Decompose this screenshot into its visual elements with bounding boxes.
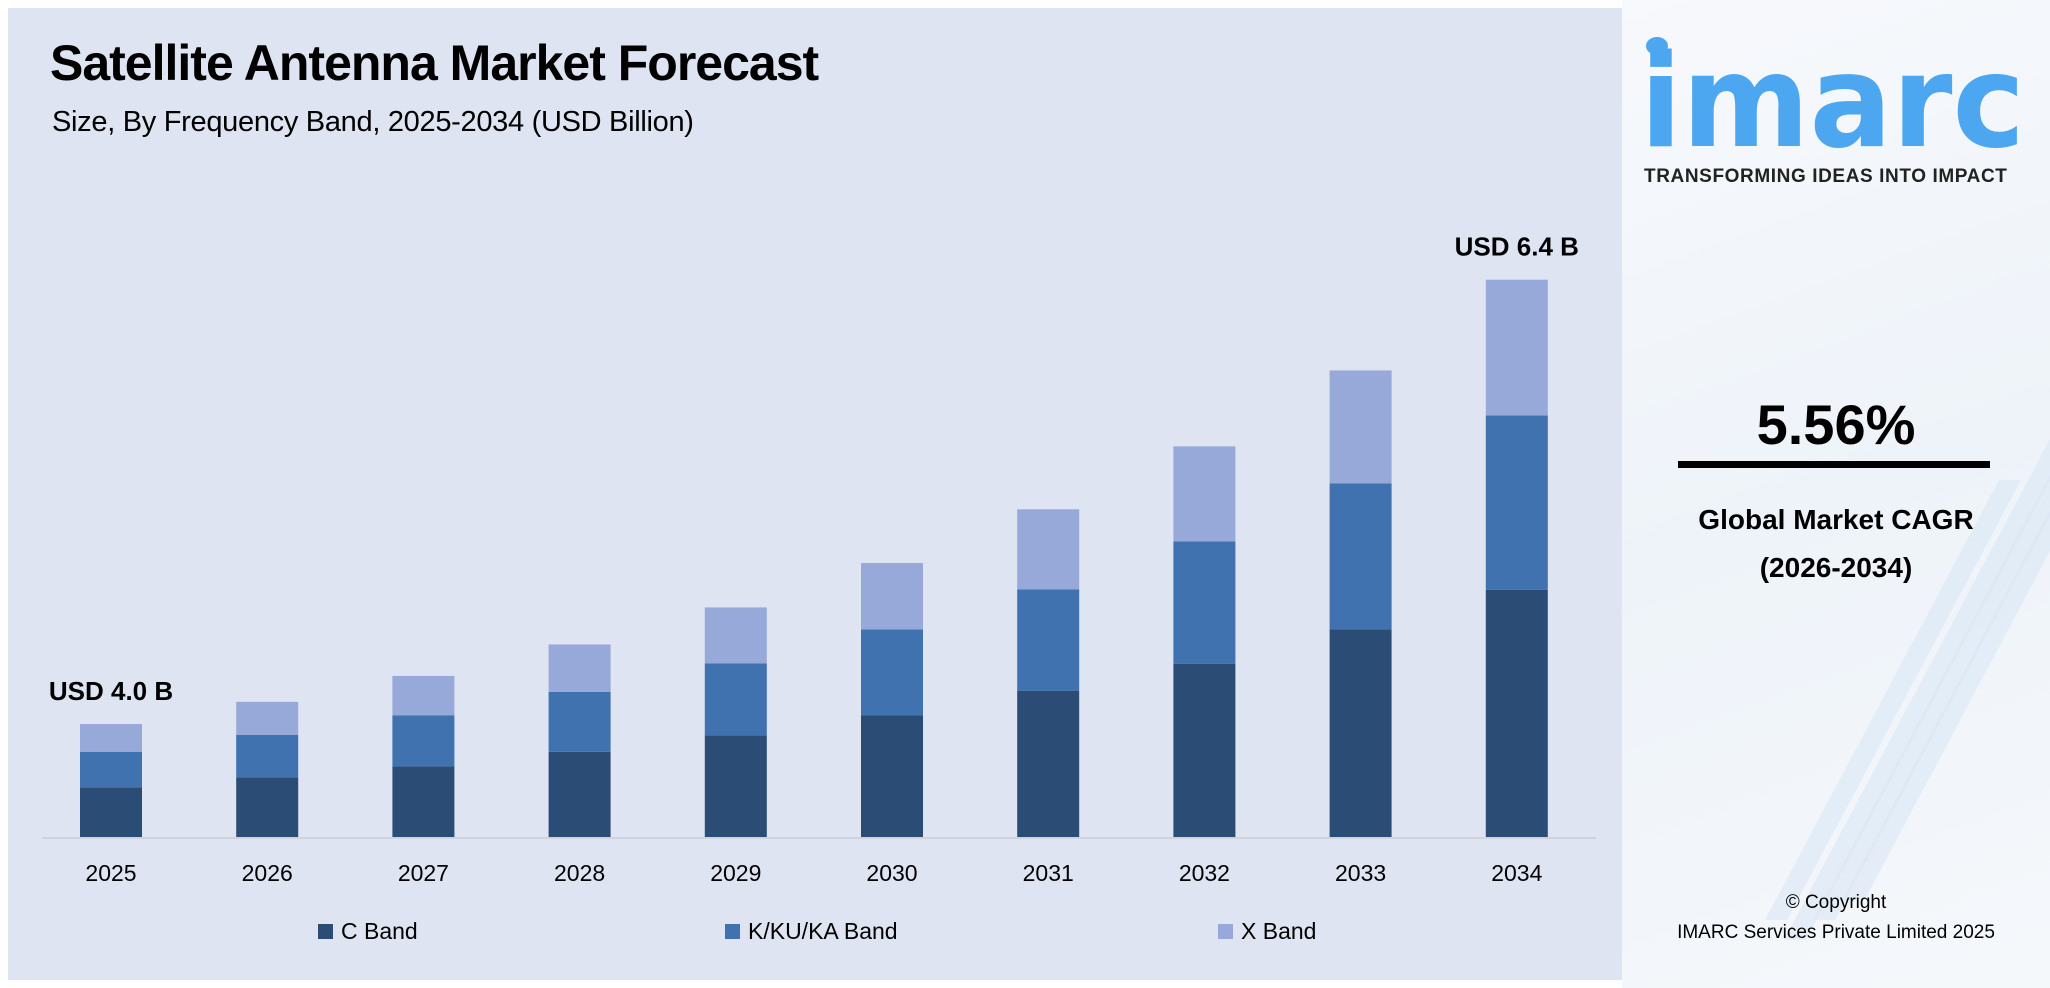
bar-segment-k-ku-ka-band-2034 xyxy=(1485,415,1548,590)
cagr-label: Global Market CAGR (2026-2034) xyxy=(1622,496,2050,592)
bar-segment-c-band-2031 xyxy=(1017,690,1080,837)
bar-segment-c-band-2033 xyxy=(1329,629,1392,837)
legend-swatch xyxy=(1218,924,1233,939)
stacked-bar-chart: 2025 USD 4.0 B 2026 2027 2028 2029 2030 2031 203… xyxy=(42,232,1596,886)
bar-segment-x-band-2028 xyxy=(548,644,611,692)
copyright: © Copyright IMARC Services Private Limit… xyxy=(1622,888,2050,948)
bar-segment-c-band-2027 xyxy=(392,766,455,837)
logo-wordmark: imarc xyxy=(1640,28,2025,158)
legend-label: K/KU/KA Band xyxy=(748,918,898,944)
bar-segment-x-band-2031 xyxy=(1017,509,1080,590)
bar-segment-k-ku-ka-band-2032 xyxy=(1173,541,1236,664)
x-tick-label: 2025 xyxy=(85,860,136,886)
bar-segment-k-ku-ka-band-2029 xyxy=(704,663,767,736)
bar-segment-x-band-2030 xyxy=(861,562,923,630)
legend-item-k-ku-ka-band: K/KU/KA Band xyxy=(725,918,898,945)
bar-segment-x-band-2034 xyxy=(1485,279,1548,416)
divider xyxy=(1678,461,1990,468)
bar-segment-c-band-2032 xyxy=(1173,663,1236,837)
cagr-period: (2026-2034) xyxy=(1759,552,1913,583)
cagr-label-text: Global Market CAGR xyxy=(1698,504,1974,535)
bar-segment-c-band-2026 xyxy=(236,777,299,837)
bar-segment-k-ku-ka-band-2025 xyxy=(80,751,142,788)
bar-segment-x-band-2027 xyxy=(392,675,455,716)
bar-segment-c-band-2029 xyxy=(704,735,767,837)
legend-label: X Band xyxy=(1241,918,1317,944)
x-tick-label: 2034 xyxy=(1491,860,1542,886)
legend-swatch xyxy=(725,924,740,939)
total-value-label: USD 6.4 B xyxy=(1455,232,1579,262)
x-tick-label: 2033 xyxy=(1335,860,1386,886)
bar-segment-k-ku-ka-band-2031 xyxy=(1017,589,1080,691)
legend-item-x-band: X Band xyxy=(1218,918,1316,945)
bar-segment-k-ku-ka-band-2033 xyxy=(1329,483,1392,630)
bar-segment-x-band-2029 xyxy=(704,607,767,664)
x-tick-label: 2026 xyxy=(242,860,293,886)
imarc-logo: imarc xyxy=(1640,28,2025,158)
cagr-value: 5.56% xyxy=(1756,393,1916,456)
summary-panel: imarc TRANSFORMING IDEAS INTO IMPACT 5.5… xyxy=(1622,0,2050,988)
bar-segment-c-band-2025 xyxy=(80,787,142,837)
bar-segment-k-ku-ka-band-2030 xyxy=(861,629,923,716)
legend-swatch xyxy=(318,924,333,939)
chart-subtitle: Size, By Frequency Band, 2025-2034 (USD … xyxy=(52,106,694,138)
legend-item-c-band: C Band xyxy=(318,918,418,945)
chart-title: Satellite Antenna Market Forecast xyxy=(50,35,819,91)
copyright-line: © Copyright xyxy=(1785,892,1887,913)
legend: C Band K/KU/KA Band X Band xyxy=(0,918,1622,948)
copyright-company: IMARC Services Private Limited 2025 xyxy=(1677,922,1995,943)
bar-segment-k-ku-ka-band-2026 xyxy=(236,734,299,778)
legend-label: C Band xyxy=(341,918,418,944)
bar-segment-c-band-2030 xyxy=(861,715,923,837)
tagline: TRANSFORMING IDEAS INTO IMPACT xyxy=(1644,166,2008,187)
x-tick-label: 2031 xyxy=(1023,860,1074,886)
bar-segment-k-ku-ka-band-2027 xyxy=(392,715,455,767)
bar-segment-x-band-2032 xyxy=(1173,446,1236,542)
x-tick-label: 2032 xyxy=(1179,860,1230,886)
x-tick-label: 2030 xyxy=(866,860,917,886)
total-value-label: USD 4.0 B xyxy=(49,676,173,706)
bar-segment-c-band-2028 xyxy=(548,751,611,837)
bar-segment-x-band-2026 xyxy=(236,701,299,735)
x-tick-label: 2028 xyxy=(554,860,605,886)
bar-segment-x-band-2033 xyxy=(1329,370,1392,484)
bar-segment-k-ku-ka-band-2028 xyxy=(548,691,611,752)
x-tick-label: 2029 xyxy=(710,860,761,886)
bar-segment-c-band-2034 xyxy=(1485,589,1548,837)
bar-segment-x-band-2025 xyxy=(80,724,142,752)
x-tick-label: 2027 xyxy=(398,860,449,886)
